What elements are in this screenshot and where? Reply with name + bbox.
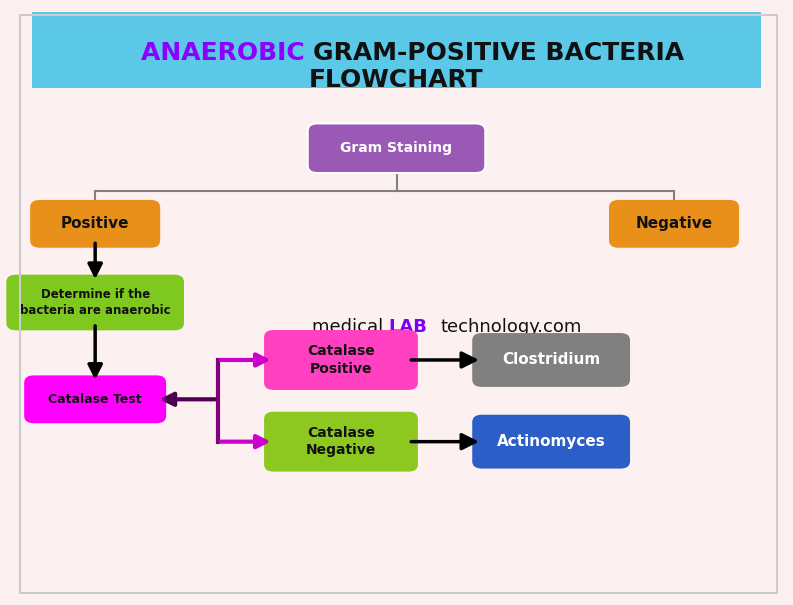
Text: Catalase Test: Catalase Test bbox=[48, 393, 142, 406]
Text: Clostridium: Clostridium bbox=[502, 353, 600, 367]
Text: Determine if the
bacteria are anaerobic: Determine if the bacteria are anaerobic bbox=[20, 288, 170, 317]
Text: medical: medical bbox=[312, 318, 389, 336]
Text: Gram Staining: Gram Staining bbox=[340, 141, 453, 155]
FancyBboxPatch shape bbox=[472, 333, 630, 387]
Text: Positive: Positive bbox=[61, 217, 129, 231]
Text: FLOWCHART: FLOWCHART bbox=[309, 68, 484, 92]
FancyBboxPatch shape bbox=[24, 375, 167, 424]
FancyBboxPatch shape bbox=[6, 275, 184, 330]
Text: Catalase
Negative: Catalase Negative bbox=[306, 426, 376, 457]
FancyBboxPatch shape bbox=[609, 200, 739, 248]
Text: LAB: LAB bbox=[389, 318, 427, 336]
Text: Negative: Negative bbox=[635, 217, 713, 231]
FancyBboxPatch shape bbox=[264, 411, 418, 472]
FancyBboxPatch shape bbox=[30, 200, 160, 248]
FancyBboxPatch shape bbox=[32, 12, 761, 88]
FancyBboxPatch shape bbox=[308, 123, 485, 173]
FancyBboxPatch shape bbox=[472, 415, 630, 468]
Text: technology.com: technology.com bbox=[440, 318, 581, 336]
Text: GRAM-POSITIVE BACTERIA: GRAM-POSITIVE BACTERIA bbox=[313, 41, 684, 65]
FancyBboxPatch shape bbox=[264, 330, 418, 390]
Text: Actinomyces: Actinomyces bbox=[496, 434, 606, 449]
Text: ANAEROBIC: ANAEROBIC bbox=[140, 41, 313, 65]
Text: Catalase
Positive: Catalase Positive bbox=[307, 344, 375, 376]
